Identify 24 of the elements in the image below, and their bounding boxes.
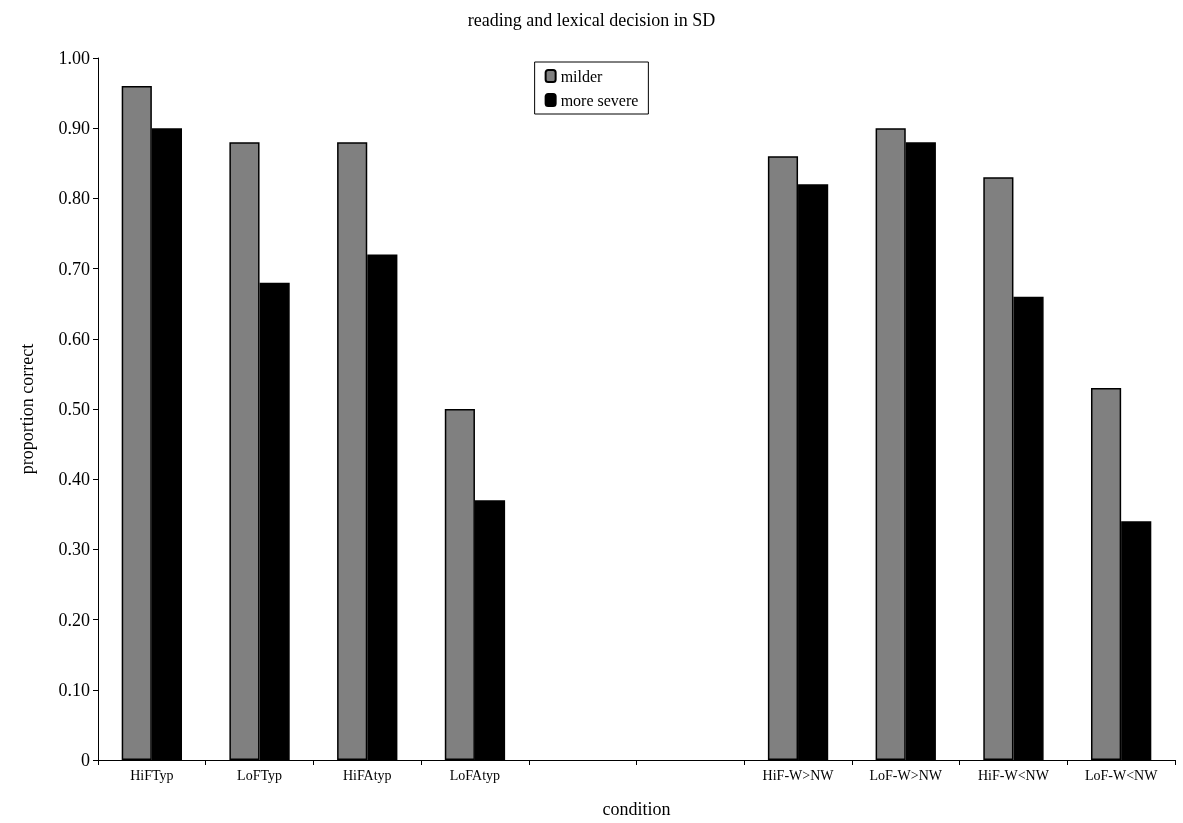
chart-title: reading and lexical decision in SD [467, 10, 716, 30]
legend-label: more severe [560, 91, 639, 109]
x-tick-label: LoF-W>NW [869, 767, 943, 783]
x-tick-label: HiFAtyp [342, 767, 392, 783]
x-tick-label: HiF-W<NW [978, 767, 1050, 783]
legend-label: milder [560, 67, 604, 85]
y-tick-label: 0.30 [58, 539, 90, 560]
x-tick-label: LoFTyp [237, 767, 283, 783]
y-tick-label: 0 [81, 750, 90, 770]
x-tick-label: HiF-W>NW [762, 767, 835, 783]
x-axis-title: condition [602, 799, 671, 819]
y-axis-title: proportion correct [17, 343, 37, 475]
y-tick-label: 0.80 [58, 188, 90, 209]
y-tick-label: 1.00 [58, 48, 90, 68]
y-tick-label: 0.40 [58, 469, 90, 490]
y-tick-label: 0.20 [58, 609, 90, 630]
y-tick-label: 0.10 [58, 679, 90, 700]
y-tick-label: 0.90 [58, 118, 90, 139]
x-tick-label: LoF-W<NW [1084, 767, 1159, 783]
y-tick-label: 0.50 [58, 399, 90, 419]
y-tick-label: 0.60 [58, 328, 90, 349]
y-tick-label: 0.70 [58, 258, 90, 279]
x-tick-label: LoFAtyp [449, 767, 501, 783]
x-tick-label: HiFTyp [130, 767, 174, 783]
